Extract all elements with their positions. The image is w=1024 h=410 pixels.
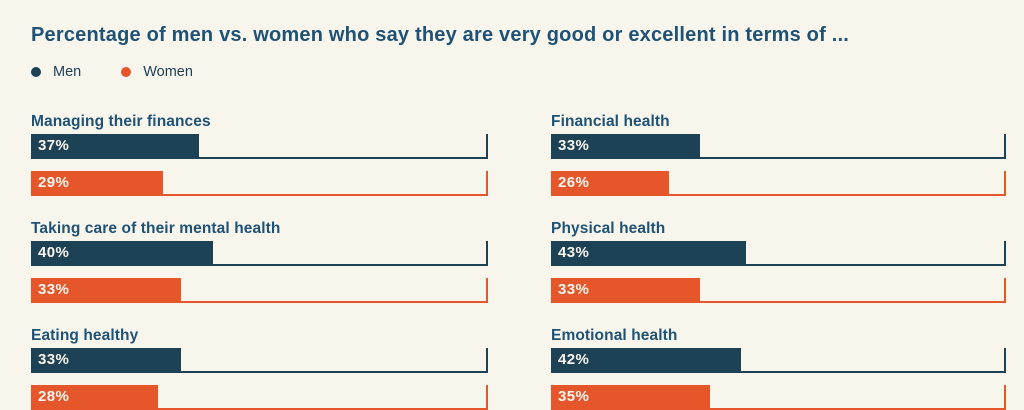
men-bar-value: 33% (38, 351, 70, 368)
women-bar-value: 33% (558, 281, 590, 298)
men-bar-value: 37% (38, 137, 70, 154)
men-bar-track: 33% (551, 134, 1006, 159)
men-bar-fill: 33% (551, 134, 701, 157)
chart-column-left: Managing their finances 37% 29% Taking c… (31, 113, 488, 410)
women-bar-value: 28% (38, 388, 70, 405)
men-bar-track: 40% (31, 241, 488, 266)
men-bar-fill: 37% (31, 134, 200, 157)
men-bar-track: 42% (551, 348, 1006, 373)
group-heading: Eating healthy (31, 327, 139, 344)
men-legend-dot-icon (31, 67, 41, 77)
women-bar-track: 33% (31, 278, 488, 303)
women-bar-value: 33% (38, 281, 70, 298)
men-bar-track: 43% (551, 241, 1006, 266)
group-heading: Emotional health (551, 327, 678, 344)
legend-item-men: Men (31, 64, 81, 80)
women-bar-track: 26% (551, 171, 1006, 196)
women-bar-fill: 29% (31, 171, 163, 194)
bar-group: Financial health 33% 26% (551, 113, 1006, 196)
men-bar-fill: 42% (551, 348, 742, 371)
women-bar-value: 29% (38, 174, 70, 191)
men-bar-value: 33% (558, 137, 590, 154)
women-bar-fill: 33% (551, 278, 701, 301)
bar-group: Taking care of their mental health 40% 3… (31, 220, 488, 303)
chart-column-right: Financial health 33% 26% Physical health… (551, 113, 1006, 410)
women-legend-dot-icon (121, 67, 132, 77)
men-bar-value: 43% (558, 244, 590, 261)
women-bar-fill: 33% (31, 278, 182, 301)
bar-group: Eating healthy 33% 28% (31, 327, 488, 410)
group-heading: Managing their finances (31, 113, 211, 130)
women-bar-value: 35% (558, 388, 590, 405)
women-bar-value: 26% (558, 174, 590, 191)
chart-groups: Managing their finances 37% 29% Taking c… (31, 113, 1006, 410)
page-title: Percentage of men vs. women who say they… (31, 24, 849, 46)
legend: Men Women (31, 63, 1006, 81)
women-bar-fill: 35% (551, 385, 710, 408)
men-bar-track: 37% (31, 134, 488, 159)
group-heading: Financial health (551, 113, 670, 130)
legend-label-women: Women (143, 64, 193, 80)
bar-group: Emotional health 42% 35% (551, 327, 1006, 410)
men-bar-fill: 40% (31, 241, 213, 264)
men-bar-fill: 33% (31, 348, 182, 371)
men-bar-fill: 43% (551, 241, 746, 264)
women-bar-track: 33% (551, 278, 1006, 303)
men-bar-track: 33% (31, 348, 488, 373)
women-bar-track: 35% (551, 385, 1006, 410)
bar-group: Physical health 43% 33% (551, 220, 1006, 303)
bar-group: Managing their finances 37% 29% (31, 113, 488, 196)
legend-label-men: Men (53, 64, 82, 80)
group-heading: Physical health (551, 220, 666, 237)
men-bar-value: 40% (38, 244, 70, 261)
women-bar-fill: 28% (31, 385, 159, 408)
men-bar-value: 42% (558, 351, 590, 368)
legend-item-women: Women (121, 64, 193, 80)
women-bar-fill: 26% (551, 171, 669, 194)
group-heading: Taking care of their mental health (31, 220, 281, 237)
women-bar-track: 28% (31, 385, 488, 410)
women-bar-track: 29% (31, 171, 488, 196)
